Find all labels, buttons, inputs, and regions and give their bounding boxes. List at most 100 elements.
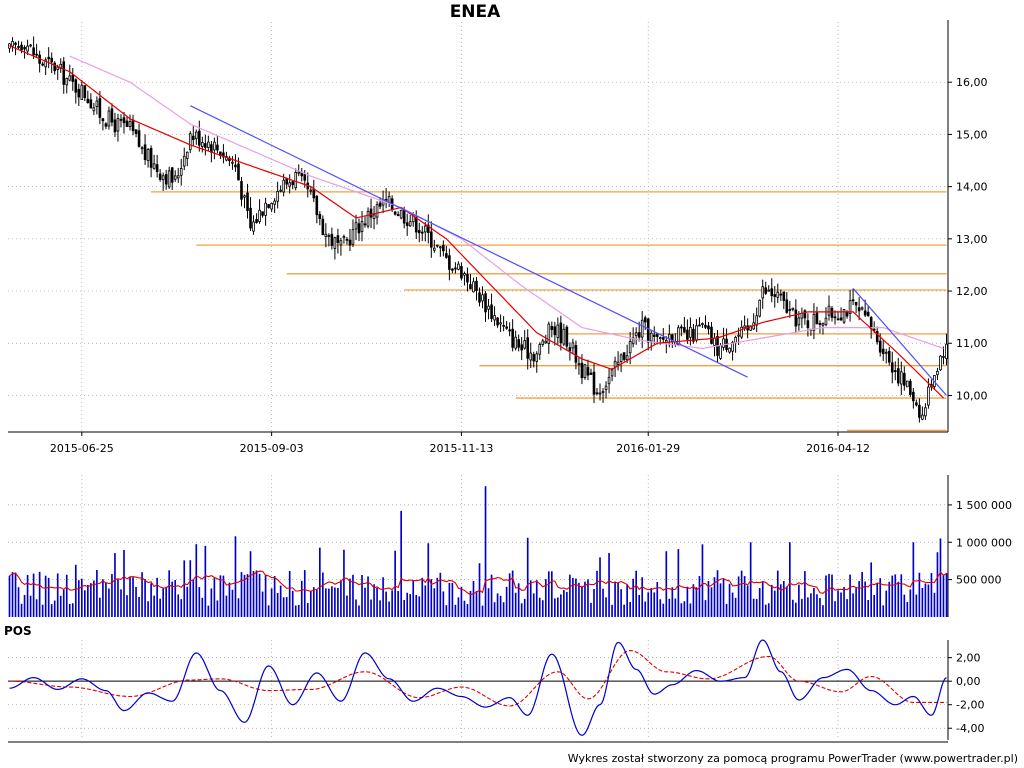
candle-body — [634, 332, 638, 337]
candle-body — [348, 239, 352, 246]
volume-ma-line — [9, 570, 947, 596]
candle-body — [201, 142, 204, 147]
candle-body — [903, 372, 906, 386]
candle-body — [541, 340, 545, 345]
candle-body — [264, 202, 267, 216]
price-panel: 10,00 11,00 12,00 13,00 14,00 15,00 16,00 2015-… — [8, 20, 988, 455]
pos-panel: -4,00 -2,00 0,00 2,00 — [8, 639, 984, 743]
candle-body — [185, 151, 189, 159]
volume-bar — [692, 584, 695, 617]
volume-bar — [942, 574, 945, 617]
volume-bar — [361, 574, 363, 617]
candle-body — [463, 273, 466, 276]
volume-bar — [433, 588, 436, 617]
candle-body — [14, 42, 17, 45]
candle-body — [445, 253, 448, 258]
candle-body — [692, 328, 695, 342]
candle-body — [92, 107, 96, 112]
volume-bar — [792, 599, 794, 617]
candle-body — [803, 310, 807, 319]
candle-body — [149, 147, 153, 168]
candle-body — [342, 236, 346, 239]
candle-body — [601, 391, 605, 393]
volume-bar — [918, 572, 921, 617]
volume-bar — [424, 585, 427, 617]
candle-body — [309, 189, 313, 192]
volume-bar — [47, 577, 50, 617]
candle-body — [698, 324, 701, 327]
candle-body — [912, 391, 915, 402]
volume-bar — [59, 595, 62, 617]
volume-bar — [439, 572, 442, 617]
volume-bar — [93, 580, 95, 617]
candle-body — [680, 326, 683, 329]
candle-body — [339, 240, 343, 246]
candle-body — [511, 328, 514, 348]
volume-bar — [309, 591, 312, 617]
candle-body — [35, 53, 38, 56]
volume-panel: 500 000 1 000 000 1 500 000 — [8, 475, 1012, 617]
candle-body — [598, 392, 602, 395]
candle-body — [179, 168, 183, 176]
volume-bar — [596, 570, 598, 617]
candle-body — [255, 219, 258, 223]
volume-bar — [707, 580, 710, 617]
volume-bar — [370, 599, 372, 617]
volume-bar — [686, 586, 689, 617]
volume-bar — [737, 576, 740, 617]
volume-y-tick-label: 1 500 000 — [956, 499, 1012, 512]
volume-bar — [448, 582, 451, 617]
candle-body — [604, 385, 608, 390]
candle-body — [788, 309, 792, 311]
candle-body — [815, 312, 819, 325]
candle-body — [303, 173, 307, 181]
volume-bar — [382, 577, 384, 617]
volume-bar — [641, 577, 644, 617]
candle-body — [595, 392, 599, 395]
candle-body — [282, 179, 285, 193]
candle-body — [689, 326, 692, 338]
volume-bar — [32, 573, 35, 617]
candle-body — [210, 144, 213, 153]
volume-bar — [840, 592, 842, 617]
volume-bar — [17, 587, 20, 617]
volume-bar — [337, 587, 339, 617]
candle-body — [101, 118, 105, 122]
candle-body — [116, 118, 120, 132]
volume-bar — [29, 595, 32, 617]
candle-body — [836, 318, 840, 321]
volume-bar — [779, 584, 782, 617]
candle-body — [113, 119, 117, 133]
volume-bar — [297, 604, 300, 617]
volume-bar — [120, 589, 122, 617]
volume-bar — [237, 598, 240, 617]
candle-body — [408, 221, 412, 227]
pos-y-tick-label: 0,00 — [956, 675, 981, 688]
volume-bar — [520, 603, 523, 617]
volume-bar — [529, 580, 532, 617]
volume-bar — [267, 605, 270, 617]
volume-bar — [303, 570, 306, 617]
candle-body — [50, 57, 53, 63]
trendline — [190, 105, 748, 378]
candle-body — [252, 221, 255, 232]
candle-body — [830, 307, 834, 318]
volume-bar — [807, 597, 809, 617]
candle-body — [493, 315, 496, 321]
candle-body — [107, 110, 111, 127]
volume-bar — [569, 574, 571, 617]
volume-bar — [50, 604, 53, 617]
candle-body — [586, 367, 590, 376]
volume-bar — [587, 579, 589, 617]
candle-body — [523, 340, 527, 349]
candle-body — [405, 222, 409, 226]
volume-bar — [541, 600, 544, 617]
volume-bar — [228, 582, 231, 617]
candle-body — [324, 233, 328, 238]
candle-body — [517, 339, 520, 348]
volume-bar — [204, 545, 207, 617]
candle-body — [713, 337, 716, 346]
volume-bar — [358, 605, 360, 617]
volume-bar — [855, 588, 857, 617]
candle-body — [677, 327, 680, 345]
